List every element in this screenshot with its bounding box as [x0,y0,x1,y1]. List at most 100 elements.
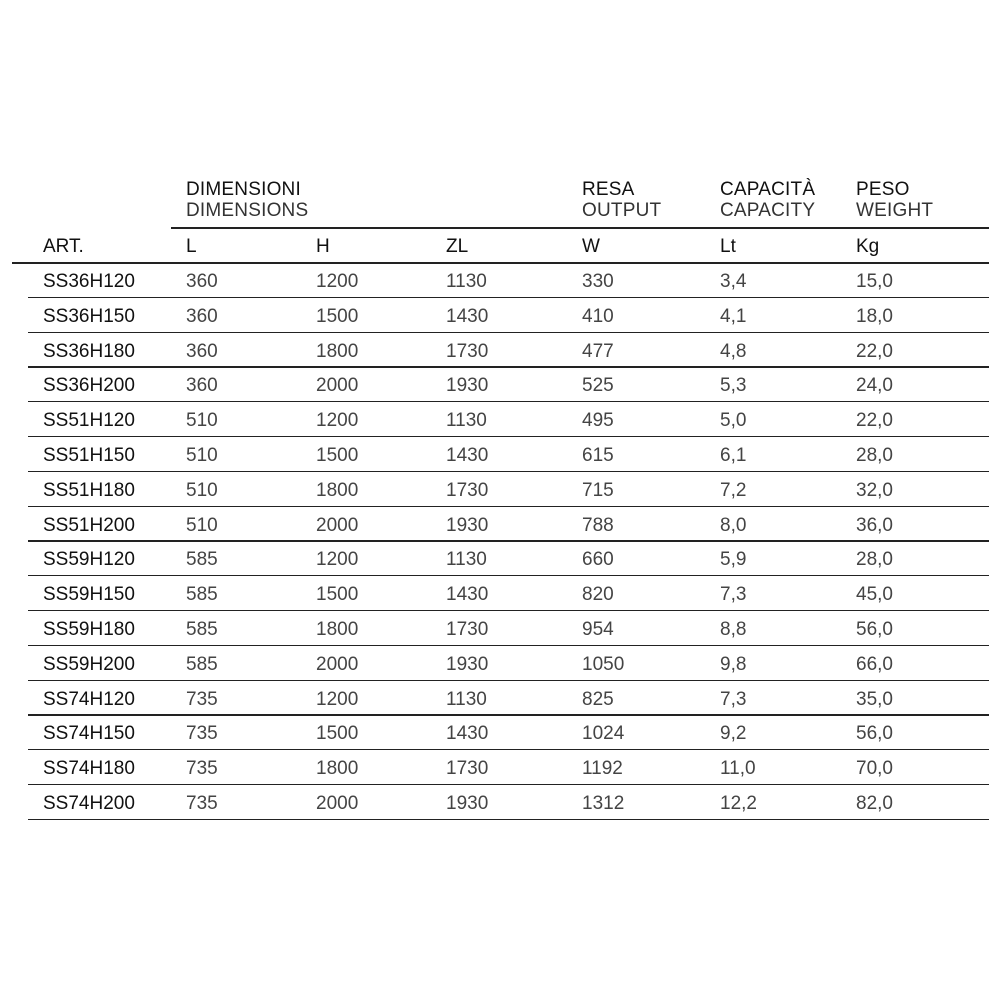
cell-h: 1500 [316,723,359,745]
cell-w: 495 [582,410,614,432]
cell-h: 2000 [316,514,359,536]
table-row: SS36H180 360 1800 1730 477 4,8 22,0 [0,333,1000,368]
cell-w: 954 [582,619,614,640]
cell-w: 1312 [582,793,625,814]
cell-l: 510 [186,479,218,501]
table-row: SS59H120 585 1200 1130 660 5,9 28,0 [0,541,1000,577]
table-row: SS51H180 510 1800 1730 715 7,2 32,0 [0,472,1000,507]
cell-art: SS51H200 [43,514,135,536]
cell-lt: 12,2 [720,793,757,814]
cell-art: SS36H120 [43,271,135,292]
cell-art: SS59H200 [43,653,135,675]
cell-l: 585 [186,619,218,640]
group-header-dimensions-it: DIMENSIONI [186,179,301,200]
cell-zl: 1930 [446,375,489,397]
cell-kg: 56,0 [856,723,893,745]
group-header-output-it: RESA [582,179,635,200]
cell-h: 1800 [316,340,359,362]
cell-lt: 5,3 [720,375,747,397]
cell-art: SS59H150 [43,584,135,606]
row-divider [28,818,989,821]
cell-l: 360 [186,340,218,362]
cell-l: 585 [186,549,218,571]
row-divider [28,470,989,473]
column-header-kg: Kg [856,236,880,257]
cell-kg: 35,0 [856,688,893,710]
cell-lt: 7,2 [720,479,747,501]
cell-lt: 9,2 [720,723,747,745]
cell-zl: 1730 [446,479,489,501]
row-divider [28,575,989,577]
cell-h: 2000 [316,653,359,675]
cell-zl: 1930 [446,793,489,814]
cell-lt: 11,0 [720,758,756,780]
cell-kg: 56,0 [856,619,893,640]
cell-lt: 4,1 [720,305,747,327]
group-header-dimensions-en: DIMENSIONS [186,200,309,221]
cell-lt: 7,3 [720,688,747,710]
group-header-capacity-en: CAPACITY [720,200,816,221]
cell-h: 1200 [316,688,359,710]
cell-w: 825 [582,688,614,710]
cell-kg: 18,0 [856,305,893,327]
cell-kg: 82,0 [856,793,893,814]
group-header-weight-en: WEIGHT [856,200,934,221]
cell-zl: 1930 [446,653,489,675]
cell-zl: 1130 [446,271,487,292]
cell-l: 510 [186,514,218,536]
cell-zl: 1730 [446,758,489,780]
row-divider [28,609,989,612]
cell-zl: 1130 [446,549,487,571]
cell-l: 510 [186,445,218,466]
column-header-lt: Lt [720,236,736,257]
cell-zl: 1730 [446,619,489,640]
cell-l: 735 [186,758,218,780]
cell-zl: 1930 [446,514,489,536]
cell-w: 525 [582,375,614,397]
cell-l: 510 [186,410,218,432]
cell-l: 735 [186,793,218,814]
cell-w: 477 [582,340,614,362]
cell-zl: 1730 [446,340,489,362]
cell-w: 660 [582,549,614,571]
cell-art: SS74H120 [43,688,135,710]
cell-lt: 8,0 [720,514,747,536]
cell-art: SS59H180 [43,619,135,640]
table-row: SS51H120 510 1200 1130 495 5,0 22,0 [0,402,1000,438]
group-header-output-en: OUTPUT [582,200,662,221]
cell-zl: 1430 [446,723,489,745]
row-divider [28,749,989,751]
cell-lt: 7,3 [720,584,747,606]
cell-lt: 5,9 [720,549,747,571]
cell-kg: 28,0 [856,549,893,571]
row-divider [28,296,989,299]
cell-lt: 5,0 [720,410,747,432]
cell-art: SS36H180 [43,340,135,362]
cell-w: 820 [582,584,614,606]
column-header-l: L [186,236,197,257]
column-header-art: ART. [43,236,84,257]
cell-l: 360 [186,375,218,397]
cell-l: 735 [186,723,218,745]
table-row: SS74H200 735 2000 1930 1312 12,2 82,0 [0,785,1000,821]
cell-zl: 1130 [446,688,487,710]
cell-w: 1024 [582,723,625,745]
cell-w: 715 [582,479,614,501]
table-row: SS74H120 735 1200 1130 825 7,3 35,0 [0,681,1000,716]
table-row: SS74H180 735 1800 1730 1192 11,0 70,0 [0,750,1000,786]
cell-kg: 45,0 [856,584,893,606]
cell-kg: 70,0 [856,758,893,780]
column-header-zl: ZL [446,236,469,257]
cell-lt: 9,8 [720,653,747,675]
cell-zl: 1130 [446,410,487,432]
cell-kg: 32,0 [856,479,893,501]
cell-w: 410 [582,305,614,327]
row-divider [28,783,989,786]
cell-l: 585 [186,653,218,675]
group-header-weight-it: PESO [856,179,910,200]
cell-art: SS74H200 [43,793,135,814]
cell-w: 615 [582,445,614,466]
cell-w: 1050 [582,653,625,675]
table-row: SS74H150 735 1500 1430 1024 9,2 56,0 [0,715,1000,751]
cell-lt: 6,1 [720,445,747,466]
